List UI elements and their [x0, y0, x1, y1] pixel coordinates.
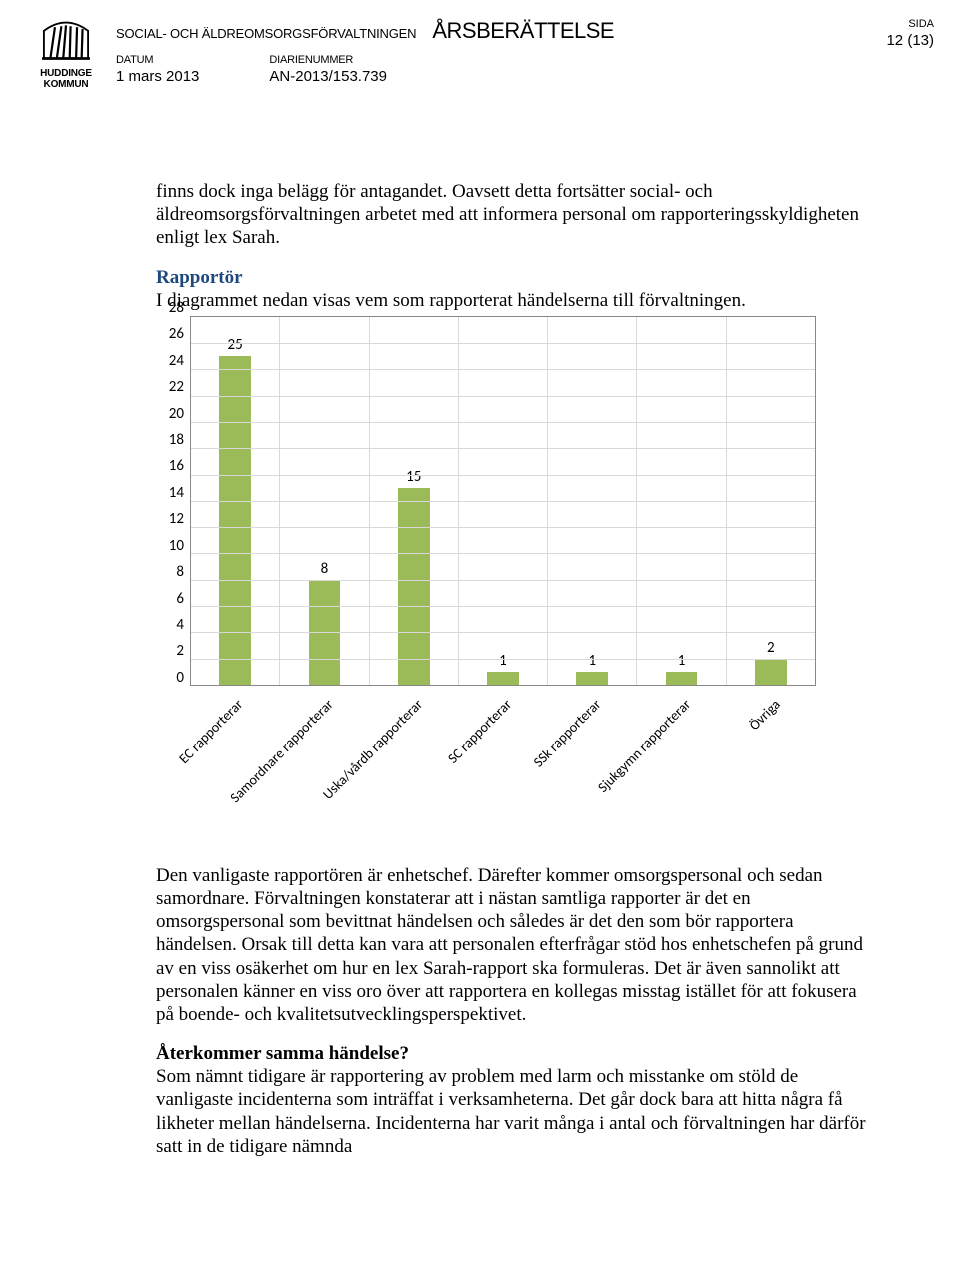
chart-gridline: [191, 606, 815, 607]
sida-value: 12 (13): [886, 32, 934, 49]
header-department: SOCIAL- OCH ÄLDREOMSORGSFÖRVALTNINGEN: [116, 26, 416, 41]
chart-gridline: [191, 580, 815, 581]
chart-gridline: [191, 422, 815, 423]
chart-x-label: EC rapporterar: [176, 696, 247, 767]
paragraph-2-wrap: Rapportör I diagrammet nedan visas vem s…: [156, 266, 874, 312]
chart-bar: 1: [666, 672, 698, 685]
sida-label: SIDA: [886, 18, 934, 30]
logo-text: HUDDINGE KOMMUN: [26, 69, 106, 90]
chart-gridline: [191, 632, 815, 633]
chart-bar: 15: [398, 488, 430, 685]
header-page-number: SIDA 12 (13): [876, 18, 934, 49]
paragraph-4: Som nämnt tidigare är rapportering av pr…: [156, 1066, 866, 1157]
chart-x-axis: EC rapporterarSamordnare rapporterarUska…: [190, 686, 816, 836]
chart-gridline: [191, 659, 815, 660]
page-header: HUDDINGE KOMMUN SOCIAL- OCH ÄLDREOMSORGS…: [26, 18, 934, 90]
chart-x-label-slot: Övriga: [727, 686, 816, 836]
document-page: HUDDINGE KOMMUN SOCIAL- OCH ÄLDREOMSORGS…: [0, 0, 960, 1198]
paragraph-1: finns dock inga belägg för antagandet. O…: [156, 180, 874, 250]
datum-label: DATUM: [116, 54, 199, 66]
body-content: finns dock inga belägg för antagandet. O…: [156, 180, 874, 1158]
chart-bar: 1: [487, 672, 519, 685]
datum-value: 1 mars 2013: [116, 68, 199, 85]
chart-bar-value-label: 15: [398, 468, 430, 486]
diarie-value: AN-2013/153.739: [269, 68, 387, 85]
chart-x-label: Övriga: [745, 696, 783, 734]
chart-bar-value-label: 2: [755, 639, 787, 657]
logo-line1: HUDDINGE: [40, 68, 92, 79]
chart-area: 25 8 15 1 1 1 2: [190, 316, 816, 686]
chart-x-label-slot: Uska/vårdb rapporterar: [369, 686, 458, 836]
header-doc-title: ÅRSBERÄTTELSE: [432, 18, 614, 44]
chart-gridline: [191, 527, 815, 528]
chart-x-label-slot: Sjukgymn rapporterar: [637, 686, 726, 836]
chart-bar: 1: [576, 672, 608, 685]
chart-bar-value-label: 25: [219, 336, 251, 354]
chart-bar-value-label: 1: [487, 652, 519, 670]
paragraph-3: Den vanligaste rapportören är enhetschef…: [156, 864, 874, 1026]
chart-gridline: [191, 553, 815, 554]
subheading-rapportor: Rapportör: [156, 267, 243, 288]
diarie-label: DIARIENUMMER: [269, 54, 387, 66]
chart-gridline: [191, 448, 815, 449]
header-row-title: SOCIAL- OCH ÄLDREOMSORGSFÖRVALTNINGEN ÅR…: [116, 18, 876, 44]
chart-gridline: [191, 396, 815, 397]
chart-y-axis: 2826242220181614121086420: [156, 316, 190, 686]
chart-x-labels-row: EC rapporterarSamordnare rapporterarUska…: [190, 686, 816, 836]
chart-bar-value-label: 8: [309, 560, 341, 578]
huddinge-logo-icon: [38, 18, 94, 64]
subheading-aterkommer: Återkommer samma händelse?: [156, 1043, 409, 1064]
logo-line2: KOMMUN: [44, 79, 89, 90]
chart-gridline: [191, 475, 815, 476]
chart-gridline: [191, 501, 815, 502]
chart-bar-value-label: 1: [666, 652, 698, 670]
header-col-diarie: DIARIENUMMER AN-2013/153.739: [269, 54, 387, 85]
municipality-logo-block: HUDDINGE KOMMUN: [26, 18, 106, 90]
header-row-meta: DATUM 1 mars 2013 DIARIENUMMER AN-2013/1…: [116, 54, 876, 85]
chart-bar: 2: [755, 659, 787, 685]
chart-plot-area: 2826242220181614121086420 25 8 15 1 1 1 2: [156, 316, 816, 686]
header-main: SOCIAL- OCH ÄLDREOMSORGSFÖRVALTNINGEN ÅR…: [116, 18, 876, 85]
chart-bar-value-label: 1: [576, 652, 608, 670]
paragraph-2: I diagrammet nedan visas vem som rapport…: [156, 290, 746, 311]
paragraph-4-wrap: Återkommer samma händelse? Som nämnt tid…: [156, 1042, 874, 1158]
header-col-datum: DATUM 1 mars 2013: [116, 54, 199, 85]
chart-gridline: [191, 369, 815, 370]
reporter-bar-chart: 2826242220181614121086420 25 8 15 1 1 1 2 EC r…: [156, 316, 816, 836]
chart-bar: 25: [219, 356, 251, 685]
chart-gridline: [191, 343, 815, 344]
